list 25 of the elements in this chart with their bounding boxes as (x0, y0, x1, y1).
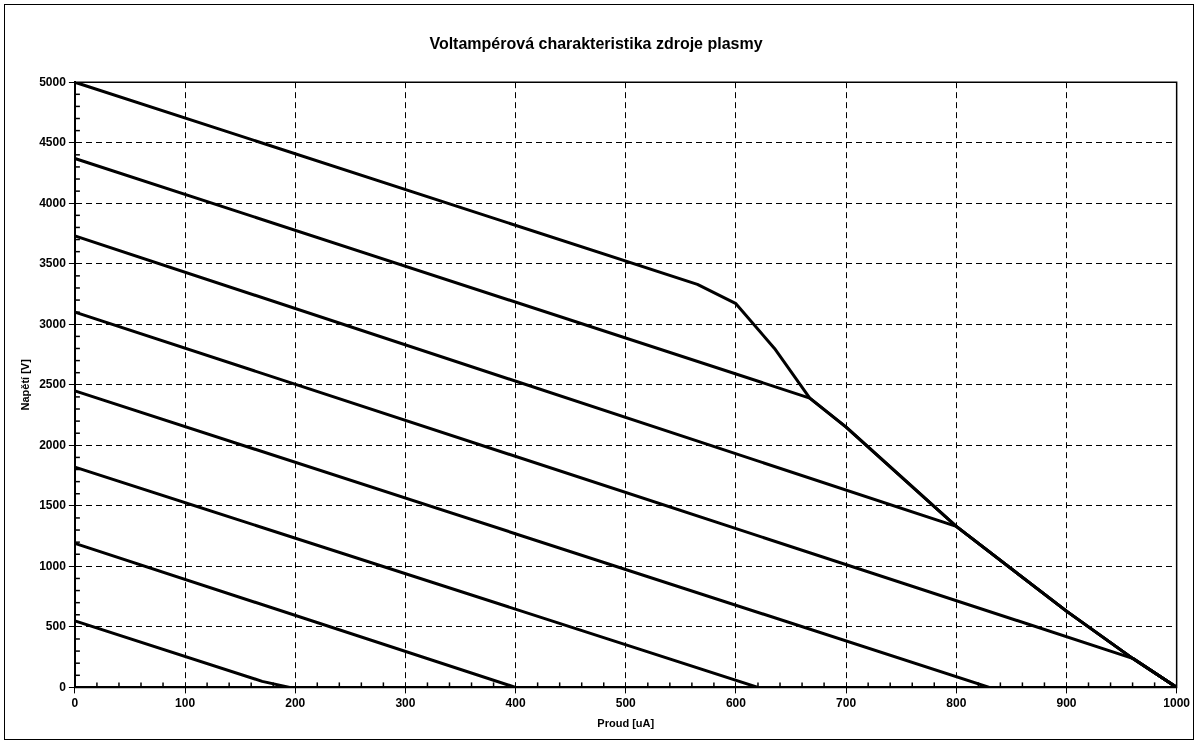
x-axis-title: Proud [uA] (597, 717, 655, 730)
y-tick-label: 1500 (39, 498, 67, 513)
y-tick-label: 500 (45, 619, 67, 634)
chart-title: Voltampérová charakteristika zdroje plasmy (429, 35, 763, 53)
y-tick-label: 3000 (39, 316, 67, 331)
x-tick-label: 900 (1056, 695, 1077, 710)
y-tick-label: 3500 (39, 256, 67, 271)
y-tick-label: 5000 (39, 74, 67, 89)
x-tick-label: 100 (175, 695, 196, 710)
x-tick-label: 300 (395, 695, 416, 710)
y-tick-label: 2000 (39, 437, 67, 452)
y-tick-label: 2500 (39, 377, 67, 392)
x-tick-label: 200 (285, 695, 306, 710)
y-tick-label: 4500 (39, 135, 67, 150)
x-tick-label: 500 (615, 695, 637, 710)
x-tick-label: 800 (946, 695, 967, 710)
x-tick-label: 700 (836, 695, 857, 710)
x-tick-label: 400 (505, 695, 526, 710)
x-tick-label: 600 (725, 695, 747, 710)
x-tick-label: 0 (71, 695, 79, 710)
y-tick-label: 0 (59, 679, 67, 694)
y-tick-label: 1000 (39, 558, 67, 573)
y-axis-title: Napětí [V] (18, 358, 31, 411)
x-tick-label: 1000 (1163, 695, 1191, 710)
y-tick-label: 4000 (39, 195, 67, 210)
